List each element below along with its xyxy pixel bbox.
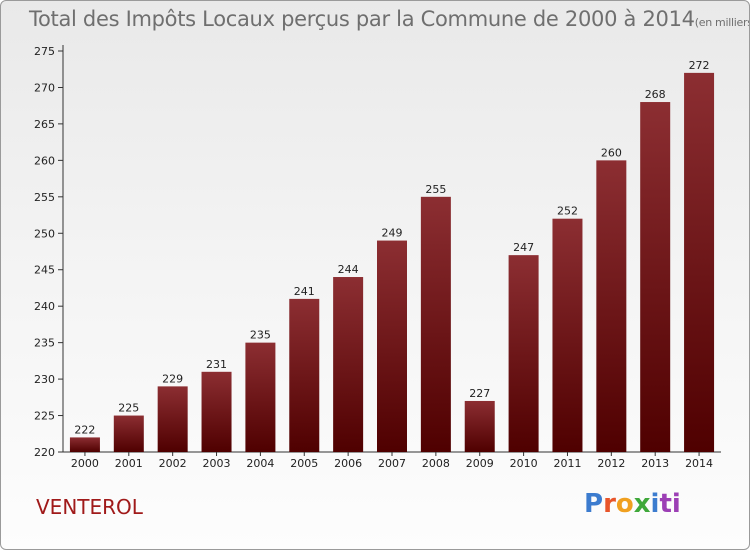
data-label: 255 [425, 183, 446, 196]
logo-letter: r [603, 489, 616, 519]
y-tick-label: 240 [34, 300, 55, 313]
x-tick-label: 2002 [159, 457, 187, 470]
data-label: 268 [645, 88, 666, 101]
bar [201, 371, 232, 452]
y-tick-label: 225 [34, 410, 55, 423]
x-tick-label: 2012 [597, 457, 625, 470]
y-tick-label: 230 [34, 373, 55, 386]
bar [289, 298, 320, 452]
x-tick-label: 2009 [466, 457, 494, 470]
bar [596, 160, 627, 452]
bar [333, 277, 364, 452]
y-tick-label: 255 [34, 191, 55, 204]
x-tick-label: 2000 [71, 457, 99, 470]
bar [464, 400, 495, 452]
logo-letter: x [633, 489, 651, 519]
bar [245, 342, 276, 452]
data-label: 229 [162, 372, 183, 385]
bar [640, 102, 671, 452]
logo-letter: P [584, 489, 604, 519]
y-tick-label: 235 [34, 337, 55, 350]
x-tick-label: 2011 [553, 457, 581, 470]
chart-title: Total des Impôts Locaux perçus par la Co… [29, 7, 750, 31]
y-tick-label: 220 [34, 446, 55, 459]
bar [420, 196, 451, 452]
commune-name: VENTEROL [36, 495, 143, 519]
x-tick-label: 2008 [422, 457, 450, 470]
y-tick-label: 270 [34, 81, 55, 94]
data-label: 244 [338, 263, 359, 276]
logo-letter: i [650, 489, 660, 519]
data-label: 249 [382, 227, 403, 240]
chart-unit-note: (en milliers d'€) [694, 16, 750, 29]
chart-axes: 220 225 230 235 240 245 250 255 260 265 270 275 2000… [34, 45, 721, 470]
logo-letter: o [615, 489, 634, 519]
chart-bars [69, 72, 715, 452]
y-tick-label: 260 [34, 154, 55, 167]
data-label: 222 [74, 423, 95, 436]
data-label: 235 [250, 329, 271, 342]
data-label: 227 [469, 387, 490, 400]
bar [508, 255, 539, 452]
bar [684, 72, 715, 452]
x-tick-label: 2001 [115, 457, 143, 470]
chart-title-text: Total des Impôts Locaux perçus par la Co… [29, 7, 695, 31]
x-tick-label: 2014 [685, 457, 713, 470]
data-label: 260 [601, 146, 622, 159]
x-tick-label: 2004 [246, 457, 274, 470]
data-label: 252 [557, 205, 578, 218]
proxiti-logo: Proxiti [584, 489, 681, 519]
y-tick-label: 275 [34, 45, 55, 58]
bar [377, 240, 407, 452]
y-tick-label: 265 [34, 118, 55, 131]
x-tick-label: 2003 [203, 457, 231, 470]
y-tick-label: 250 [34, 227, 55, 240]
x-tick-label: 2006 [334, 457, 362, 470]
x-tick-label: 2007 [378, 457, 406, 470]
data-label: 272 [689, 59, 710, 72]
y-tick-label: 245 [34, 264, 55, 277]
x-tick-label: 2005 [290, 457, 318, 470]
data-label: 225 [118, 402, 139, 415]
data-label: 231 [206, 358, 227, 371]
bar [157, 386, 188, 452]
x-tick-label: 2013 [641, 457, 669, 470]
data-label: 247 [513, 241, 534, 254]
chart-labels: 222 225 229 231 235 241 244 249 255 227 247 252 260 2… [74, 59, 709, 437]
x-tick-label: 2010 [510, 457, 538, 470]
logo-letter: ti [659, 489, 681, 519]
data-label: 241 [294, 285, 315, 298]
bar [552, 218, 583, 452]
bar [113, 415, 144, 452]
bar [69, 437, 100, 452]
